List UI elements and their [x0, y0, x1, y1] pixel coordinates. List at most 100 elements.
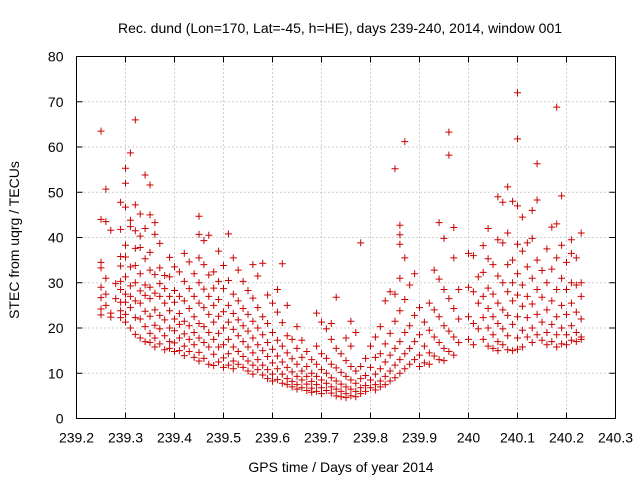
data-point: [396, 240, 404, 248]
data-point: [445, 327, 453, 335]
data-point: [357, 375, 365, 383]
data-point: [514, 313, 521, 321]
data-point: [117, 307, 125, 315]
data-point: [220, 308, 227, 316]
data-point: [239, 338, 247, 346]
data-point: [126, 263, 134, 271]
data-point: [166, 292, 174, 300]
data-point: [347, 317, 355, 325]
data-point: [122, 164, 129, 172]
data-point: [254, 356, 262, 364]
data-point: [215, 329, 223, 337]
data-point: [264, 291, 272, 299]
data-point: [484, 342, 492, 350]
y-tick-label: 50: [48, 184, 64, 200]
data-point: [484, 224, 492, 232]
data-point: [151, 321, 159, 329]
data-point: [215, 277, 223, 285]
data-point: [283, 363, 291, 371]
data-point: [146, 312, 154, 320]
data-point: [117, 225, 125, 233]
data-point: [440, 234, 448, 242]
data-point: [239, 363, 247, 371]
data-point: [396, 221, 404, 229]
data-point: [406, 360, 414, 368]
data-point: [528, 206, 536, 214]
y-tick-label: 40: [48, 230, 64, 246]
data-point: [122, 253, 129, 261]
data-point: [298, 353, 306, 361]
x-axis-label: GPS time / Days of year 2014: [248, 459, 433, 475]
data-point: [440, 322, 448, 330]
data-point: [523, 292, 531, 300]
data-point: [205, 360, 213, 368]
data-point: [371, 353, 379, 361]
data-point: [131, 201, 139, 209]
data-point: [298, 376, 306, 384]
data-point: [288, 383, 296, 391]
data-point: [146, 211, 154, 219]
data-point: [318, 350, 325, 358]
data-point: [563, 258, 570, 266]
data-point: [347, 342, 355, 350]
data-point: [342, 394, 350, 402]
data-point: [558, 301, 566, 309]
data-point: [224, 276, 232, 284]
data-point: [180, 249, 188, 257]
data-point: [528, 274, 536, 282]
data-point: [391, 361, 399, 369]
x-tick-label: 239.4: [157, 430, 192, 446]
data-point: [474, 299, 482, 307]
data-point: [313, 372, 321, 380]
data-point: [244, 310, 252, 318]
data-point: [337, 380, 345, 388]
data-point: [200, 338, 208, 346]
data-point: [450, 224, 458, 232]
data-point: [327, 383, 335, 391]
data-point: [499, 198, 507, 206]
data-point: [538, 336, 546, 344]
data-point: [435, 313, 443, 321]
data-point: [175, 292, 183, 300]
data-point: [200, 237, 208, 245]
data-point: [200, 323, 208, 331]
data-point: [171, 315, 178, 323]
data-point: [136, 315, 144, 323]
data-point: [102, 301, 110, 309]
data-point: [200, 285, 208, 293]
data-point: [445, 348, 453, 356]
data-point: [357, 384, 365, 392]
data-point: [244, 343, 252, 351]
data-point: [122, 318, 129, 326]
data-point: [161, 316, 169, 324]
data-point: [151, 334, 159, 342]
data-point: [234, 332, 242, 340]
data-point: [558, 192, 566, 200]
data-point: [509, 279, 517, 287]
data-point: [494, 347, 502, 355]
data-point: [97, 264, 105, 272]
data-point: [97, 311, 105, 319]
data-point: [440, 286, 448, 294]
data-point: [234, 348, 242, 356]
data-point: [244, 327, 252, 335]
data-point: [273, 286, 281, 294]
data-point: [278, 342, 286, 350]
data-point: [543, 306, 551, 314]
data-point: [396, 369, 404, 377]
grid-lines: [76, 56, 616, 419]
data-point: [171, 339, 178, 347]
data-point: [533, 256, 541, 264]
data-point: [224, 350, 232, 358]
data-point: [195, 212, 203, 220]
data-point: [445, 151, 453, 159]
data-point: [122, 179, 129, 187]
data-point: [190, 329, 198, 337]
data-point: [131, 279, 139, 287]
data-point: [122, 203, 129, 211]
data-point: [180, 297, 188, 305]
data-point: [151, 230, 159, 238]
data-point: [220, 285, 227, 293]
x-tick-label: 240: [457, 430, 481, 446]
data-point: [288, 355, 296, 363]
